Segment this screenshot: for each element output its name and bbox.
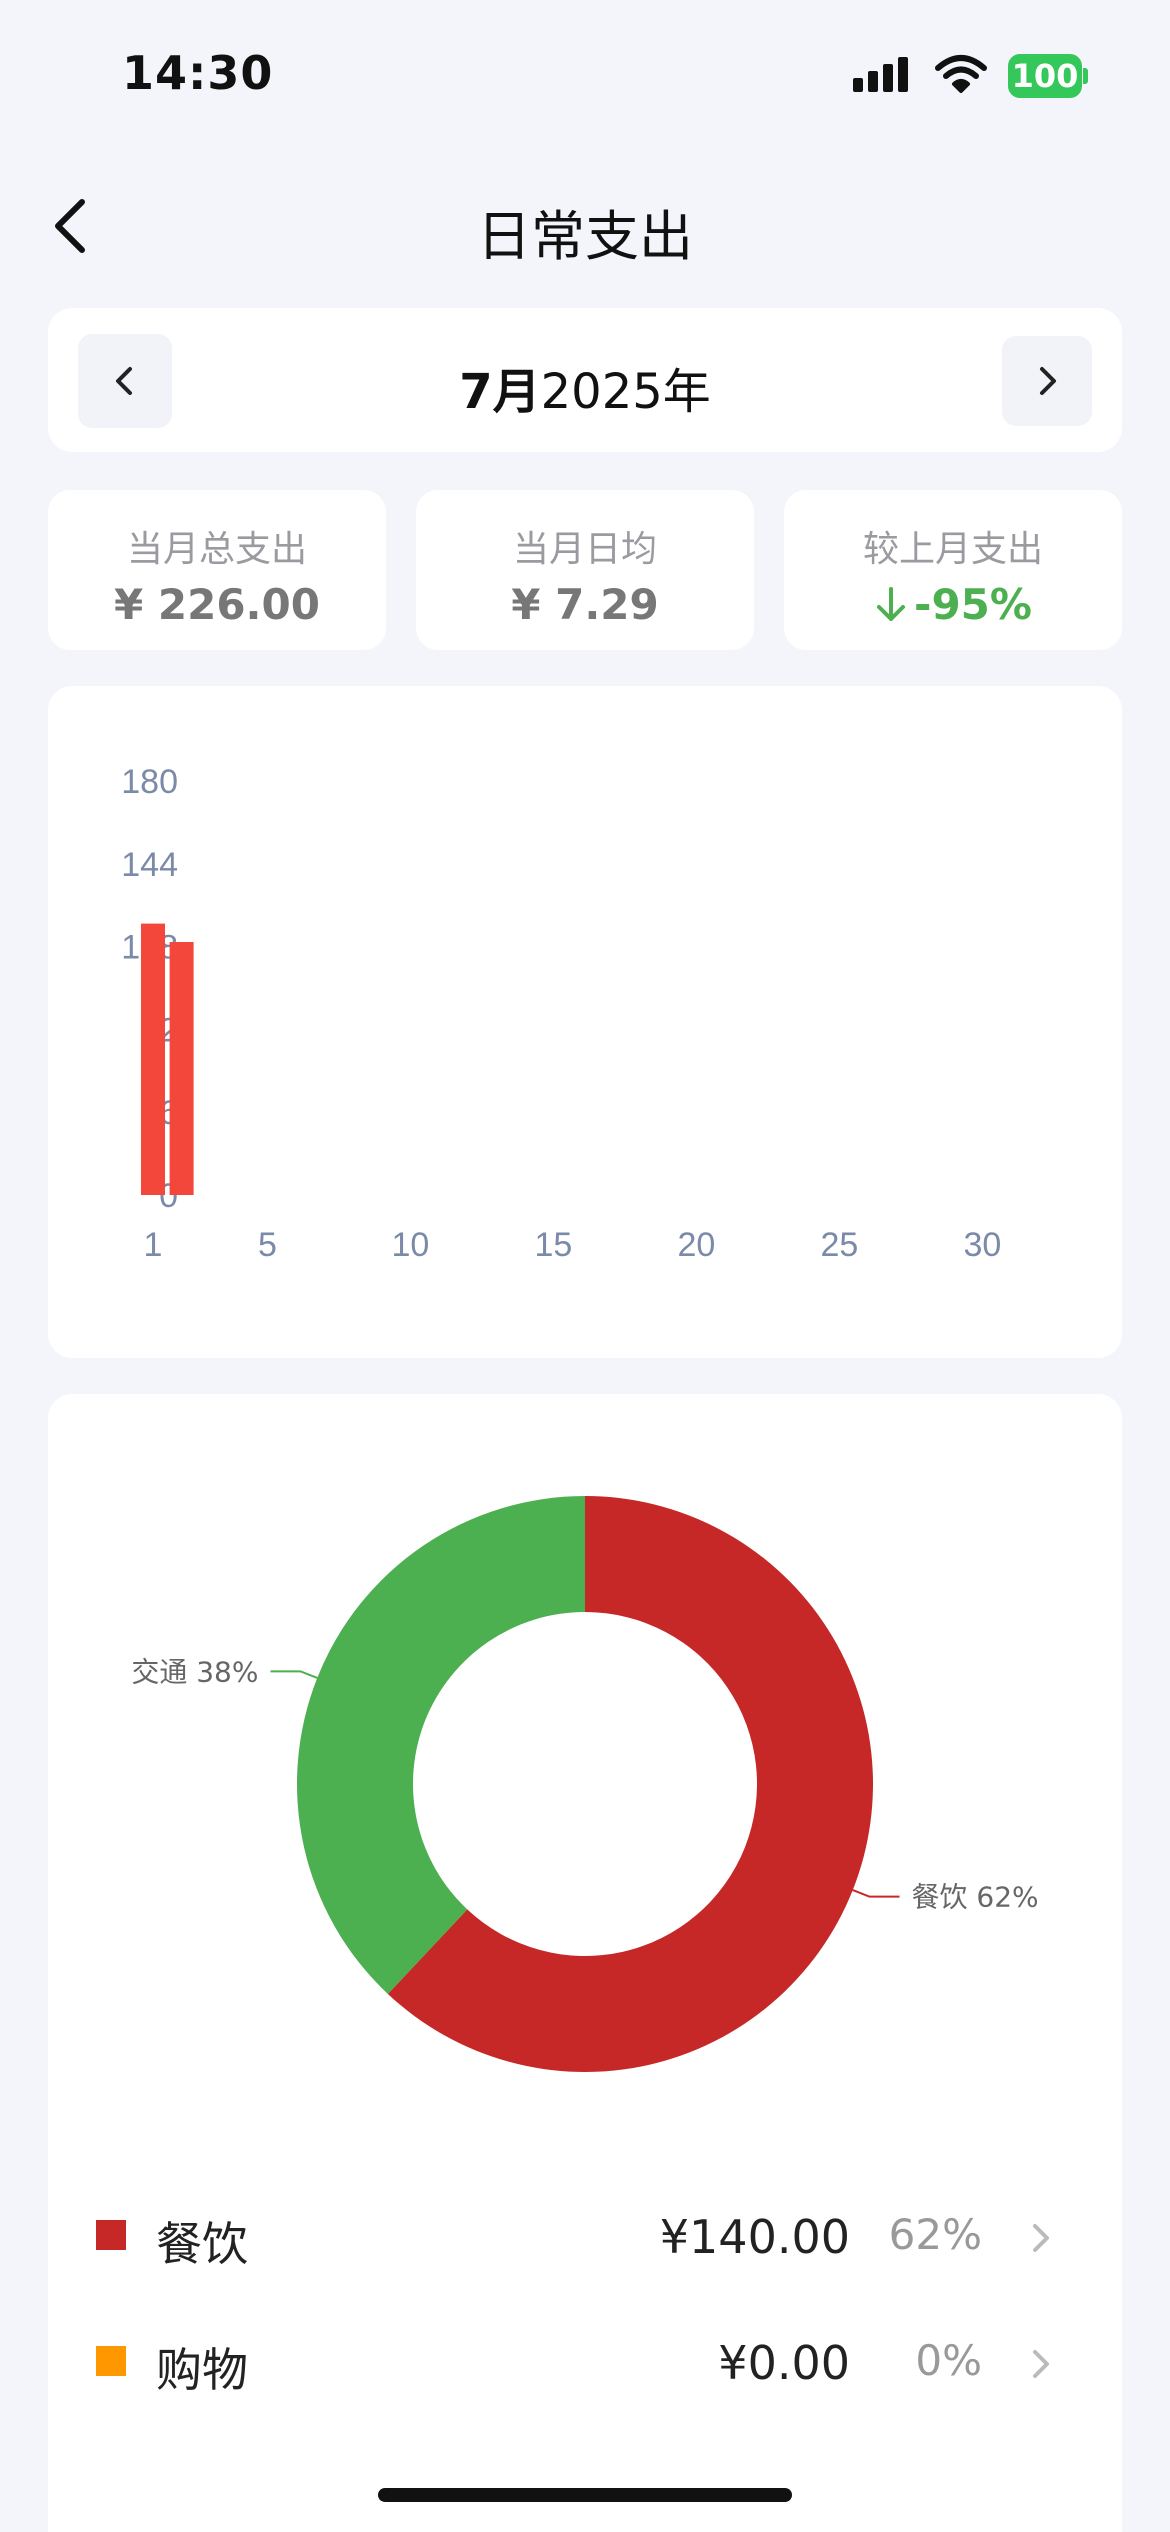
slice-label: 餐饮 62% [912, 1881, 1039, 1914]
page-title: 日常支出 [477, 205, 693, 268]
slice-label: 交通 38% [131, 1655, 258, 1688]
chevron-right-icon [1033, 2224, 1049, 2252]
next-month-button[interactable] [1002, 336, 1092, 426]
status-bar: 14:30 100 [0, 0, 1170, 150]
battery-icon: 100 [1008, 54, 1088, 98]
bar-chart-svg: 03672108144180151015202530 [121, 763, 1001, 1264]
arrow-down-icon [877, 586, 906, 621]
x-tick-label: 10 [391, 1226, 429, 1264]
bar[interactable] [169, 942, 194, 1195]
nav-bar: 日常支出 [0, 170, 1170, 280]
month-label: 7月2025年 [48, 352, 1122, 422]
slice-leader-line [270, 1670, 318, 1679]
wifi-icon [935, 55, 987, 93]
legend-name: 购物 [156, 2343, 248, 2397]
x-tick-label: 20 [677, 1226, 715, 1264]
x-tick-label: 25 [820, 1226, 858, 1264]
slice-leader-line [852, 1889, 900, 1898]
legend-swatch [96, 2346, 126, 2376]
legend-percent: 62% [888, 2210, 982, 2259]
chevron-right-icon [1033, 2350, 1049, 2378]
legend-row-shopping[interactable]: 购物 ¥0.00 0% [48, 2314, 1122, 2414]
y-tick-label: 144 [121, 846, 178, 884]
stat-value: ¥ 226.00 [114, 580, 320, 629]
legend-row-food[interactable]: 餐饮 ¥140.00 62% [48, 2188, 1122, 2288]
bar[interactable] [141, 923, 165, 1195]
pie-slice[interactable] [296, 1496, 585, 1994]
x-tick-label: 1 [144, 1226, 163, 1264]
stat-value: ¥ 7.29 [511, 580, 659, 629]
x-tick-label: 15 [534, 1226, 572, 1264]
month-value: 7月 [459, 364, 541, 420]
legend-amount: ¥140.00 [659, 2210, 850, 2264]
x-tick-label: 5 [258, 1226, 277, 1264]
legend-amount: ¥0.00 [718, 2336, 850, 2390]
stat-card-month-change: 较上月支出 -95% [784, 490, 1122, 650]
daily-bar-chart: 03672108144180151015202530 [48, 686, 1122, 1358]
pie-chart-svg: 餐饮 62% 交通 38% [131, 1496, 1039, 2072]
battery-level: 100 [1008, 54, 1082, 98]
status-time: 14:30 [122, 46, 274, 100]
year-value: 2025年 [540, 364, 711, 420]
x-tick-label: 30 [963, 1226, 1001, 1264]
pie-slice[interactable] [387, 1496, 873, 2072]
prev-month-button[interactable] [78, 334, 172, 428]
category-pie-card: 餐饮 62% 交通 38% [48, 1394, 1122, 2532]
signal-icon [853, 57, 908, 92]
stat-card-daily-average: 当月日均 ¥ 7.29 [416, 490, 754, 650]
stat-label: 较上月支出 [862, 529, 1043, 570]
battery-tip [1083, 68, 1088, 84]
month-selector: 7月2025年 [48, 308, 1122, 452]
legend-name: 餐饮 [156, 2217, 248, 2271]
chevron-left-icon [116, 367, 132, 395]
stat-change-value: -95% [914, 580, 1032, 629]
stat-label: 当月总支出 [126, 529, 307, 570]
stat-card-total: 当月总支出 ¥ 226.00 [48, 490, 386, 650]
back-button[interactable] [40, 190, 110, 260]
chevron-left-icon [55, 199, 85, 253]
legend-swatch [96, 2220, 126, 2250]
chevron-right-icon [1040, 367, 1056, 395]
stat-value: -95% [874, 580, 1032, 629]
home-indicator [378, 2488, 792, 2502]
y-tick-label: 180 [121, 763, 178, 801]
stat-label: 当月日均 [512, 529, 657, 570]
legend-percent: 0% [915, 2336, 982, 2385]
